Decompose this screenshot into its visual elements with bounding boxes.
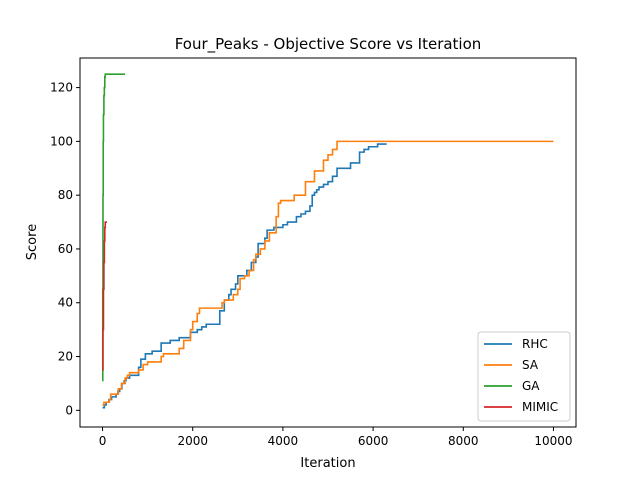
- x-tick-label: 8000: [448, 434, 479, 448]
- y-tick-label: 100: [50, 134, 73, 148]
- y-tick-label: 60: [58, 242, 73, 256]
- series-line-mimic: [102, 221, 108, 371]
- legend-label-rhc: RHC: [522, 337, 548, 351]
- legend-label-mimic: MIMIC: [522, 400, 558, 414]
- y-tick-label: 0: [65, 403, 73, 417]
- x-tick-label: 4000: [268, 434, 299, 448]
- x-axis: 0 2000 4000 6000 8000 10000: [99, 427, 573, 448]
- plot-frame: [79, 57, 577, 428]
- x-tick-label: 0: [99, 434, 107, 448]
- legend: RHC SA GA MIMIC: [477, 331, 571, 422]
- legend-box: [477, 331, 571, 422]
- y-axis: 0 20 40 60 80 100 120: [50, 81, 80, 417]
- x-tick-label: 10000: [534, 434, 572, 448]
- chart-title: Four_Peaks - Objective Score vs Iteratio…: [175, 35, 482, 54]
- y-tick-label: 120: [50, 81, 73, 95]
- x-tick-label: 6000: [358, 434, 389, 448]
- y-tick-label: 80: [58, 188, 73, 202]
- legend-label-ga: GA: [522, 379, 540, 393]
- series-line-sa: [102, 140, 554, 406]
- legend-label-sa: SA: [522, 358, 539, 372]
- y-axis-label: Score: [25, 224, 40, 260]
- y-tick-label: 40: [58, 296, 73, 310]
- x-axis-label: Iteration: [300, 456, 355, 471]
- y-tick-label: 20: [58, 350, 73, 364]
- series-layer: [101, 73, 554, 409]
- x-tick-label: 2000: [177, 434, 208, 448]
